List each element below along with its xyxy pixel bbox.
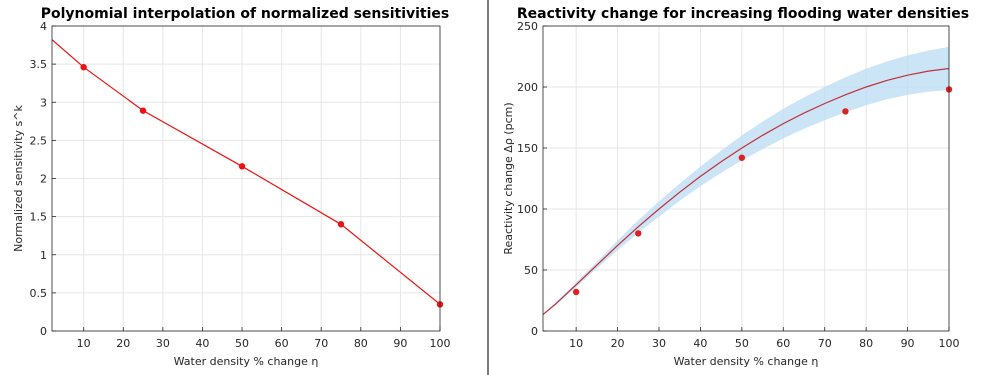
fit-curve xyxy=(543,67,949,316)
y-tick-label: 2 xyxy=(40,173,47,186)
x-tick-label: 60 xyxy=(776,337,790,350)
y-tick-label: 100 xyxy=(517,203,538,216)
y-tick-label: 1 xyxy=(40,249,47,262)
y-tick-label: 0 xyxy=(531,325,538,338)
x-axis-label: Water density % change η xyxy=(674,355,819,368)
x-tick-label: 30 xyxy=(156,337,170,350)
x-tick-label: 10 xyxy=(569,337,583,350)
plot-content xyxy=(543,46,949,316)
x-tick-label: 70 xyxy=(314,337,328,350)
chart-title: Reactivity change for increasing floodin… xyxy=(517,6,969,22)
confidence-band xyxy=(543,46,949,316)
data-point xyxy=(139,107,147,114)
y-tick-label: 0.5 xyxy=(30,287,48,300)
x-axis-label: Water density % change η xyxy=(174,355,319,368)
x-tick-label: 40 xyxy=(195,337,209,350)
y-axis-label: Reactivity change Δρ (pcm) xyxy=(502,102,515,254)
data-point xyxy=(572,288,580,296)
x-tick-label: 40 xyxy=(693,337,707,350)
y-tick-label: 2.5 xyxy=(30,134,48,147)
data-point xyxy=(738,154,746,161)
x-tick-label: 50 xyxy=(235,337,249,350)
y-tick-label: 50 xyxy=(524,264,538,277)
x-tick-label: 90 xyxy=(393,337,407,350)
x-tick-label: 80 xyxy=(859,337,873,350)
data-point xyxy=(80,63,87,71)
x-tick-label: 100 xyxy=(939,337,960,350)
reactivity-change-plot: 10 20 30 40 50 60 70 80 90 100050100150200250Reac… xyxy=(502,6,969,368)
y-tick-label: 250 xyxy=(517,20,538,33)
fit-curve xyxy=(52,39,440,305)
x-tick-label: 80 xyxy=(354,337,368,350)
x-tick-label: 100 xyxy=(430,337,451,350)
data-point xyxy=(635,230,642,237)
y-tick-label: 150 xyxy=(517,142,538,155)
data-point xyxy=(842,108,849,115)
x-tick-label: 20 xyxy=(116,337,130,350)
panel-divider xyxy=(487,0,489,375)
y-axis-label: Normalized sensitivity s^k xyxy=(12,105,25,252)
y-tick-label: 200 xyxy=(517,81,538,94)
y-tick-label: 3.5 xyxy=(30,58,48,71)
data-point xyxy=(337,221,345,228)
x-tick-label: 70 xyxy=(818,337,832,350)
chart-title: Polynomial interpolation of normalized s… xyxy=(41,6,450,22)
x-tick-label: 50 xyxy=(735,337,749,350)
sensitivity-interpolation-plot: 10 20 30 40 50 60 70 80 90 100 0 0.5 1 1.5 2 2.5 3 3.5 4Po… xyxy=(12,6,451,368)
x-tick-label: 20 xyxy=(611,337,625,350)
y-tick-label: 1.5 xyxy=(30,211,48,224)
x-tick-label: 60 xyxy=(275,337,289,350)
x-tick-label: 90 xyxy=(901,337,915,350)
y-tick-label: 4 xyxy=(40,20,47,33)
axes-frame xyxy=(542,25,950,332)
x-tick-label: 10 xyxy=(77,337,91,350)
y-tick-label: 0 xyxy=(40,325,47,338)
y-tick-label: 3 xyxy=(40,96,47,109)
x-tick-label: 30 xyxy=(652,337,666,350)
plot-content xyxy=(52,39,440,305)
data-point xyxy=(238,163,246,170)
